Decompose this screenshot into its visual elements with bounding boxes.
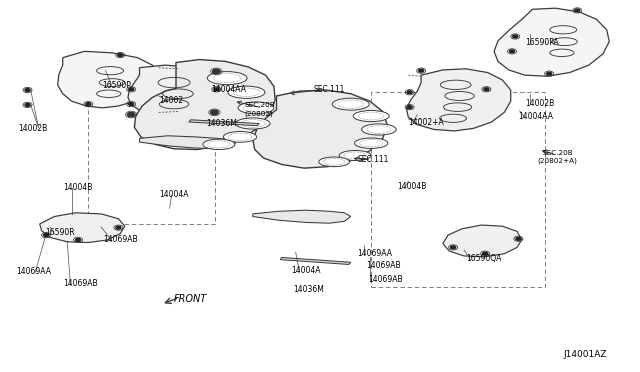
Text: (20802): (20802) <box>244 110 273 117</box>
Text: J14001AZ: J14001AZ <box>563 350 607 359</box>
Text: 14002: 14002 <box>159 96 183 105</box>
Text: 16590QA: 16590QA <box>466 254 501 263</box>
Ellipse shape <box>339 150 371 161</box>
Ellipse shape <box>203 139 235 150</box>
Text: 14069AB: 14069AB <box>368 275 403 284</box>
Circle shape <box>118 54 123 57</box>
Text: 14004A: 14004A <box>291 266 321 275</box>
Text: 14036M: 14036M <box>206 119 237 128</box>
Ellipse shape <box>362 124 396 135</box>
Text: 16590R: 16590R <box>45 228 74 237</box>
Text: SEC.20B: SEC.20B <box>244 102 275 108</box>
Text: 16590P: 16590P <box>102 81 131 90</box>
Circle shape <box>212 69 220 74</box>
Text: 14004A: 14004A <box>159 190 188 199</box>
Text: 14004B: 14004B <box>63 183 92 192</box>
Ellipse shape <box>319 157 349 167</box>
Circle shape <box>484 88 489 91</box>
Polygon shape <box>406 69 511 131</box>
Circle shape <box>214 88 219 91</box>
Text: 16590PA: 16590PA <box>525 38 559 47</box>
Circle shape <box>547 72 552 75</box>
Polygon shape <box>253 210 351 223</box>
Text: 14002B: 14002B <box>525 99 554 108</box>
Text: 14069AA: 14069AA <box>16 267 51 276</box>
Circle shape <box>516 237 521 240</box>
Ellipse shape <box>207 71 247 84</box>
Text: SEC.20B: SEC.20B <box>543 150 573 155</box>
Circle shape <box>116 226 121 229</box>
Ellipse shape <box>223 131 257 142</box>
Text: 14069AB: 14069AB <box>63 279 97 288</box>
Polygon shape <box>443 225 522 257</box>
Circle shape <box>211 110 218 115</box>
Polygon shape <box>58 51 159 108</box>
Ellipse shape <box>236 118 270 129</box>
Text: 14004AA: 14004AA <box>211 85 246 94</box>
Circle shape <box>129 88 134 91</box>
Polygon shape <box>134 60 275 150</box>
Text: 14069AA: 14069AA <box>357 249 392 258</box>
Text: SEC.111: SEC.111 <box>357 155 388 164</box>
Text: SEC.111: SEC.111 <box>314 85 345 94</box>
Polygon shape <box>140 136 236 149</box>
Polygon shape <box>189 120 259 126</box>
Circle shape <box>25 89 30 92</box>
Circle shape <box>25 103 30 106</box>
Text: FRONT: FRONT <box>174 295 207 304</box>
Text: 14004B: 14004B <box>397 182 426 191</box>
Ellipse shape <box>355 138 388 148</box>
Circle shape <box>44 234 49 237</box>
Polygon shape <box>128 65 218 115</box>
Text: 14002+A: 14002+A <box>408 118 444 126</box>
Circle shape <box>513 35 518 38</box>
Circle shape <box>407 91 412 94</box>
Ellipse shape <box>353 110 389 122</box>
Circle shape <box>129 103 134 106</box>
Text: 14036M: 14036M <box>293 285 324 294</box>
Polygon shape <box>40 213 125 243</box>
Circle shape <box>483 252 488 255</box>
Text: 14002B: 14002B <box>18 124 47 133</box>
Circle shape <box>407 106 412 109</box>
Circle shape <box>86 103 91 106</box>
Ellipse shape <box>228 86 265 98</box>
Circle shape <box>575 9 580 12</box>
Text: 14004AA: 14004AA <box>518 112 554 121</box>
Text: 14069AB: 14069AB <box>366 262 401 270</box>
Text: 14069AB: 14069AB <box>104 235 138 244</box>
Polygon shape <box>494 8 609 76</box>
Circle shape <box>419 69 424 72</box>
Polygon shape <box>253 90 387 168</box>
Text: (20802+A): (20802+A) <box>538 157 577 164</box>
Circle shape <box>76 238 81 241</box>
Circle shape <box>451 246 456 249</box>
Circle shape <box>509 50 515 53</box>
Circle shape <box>127 112 135 117</box>
Ellipse shape <box>332 98 369 110</box>
Polygon shape <box>280 257 351 264</box>
Ellipse shape <box>238 102 274 114</box>
